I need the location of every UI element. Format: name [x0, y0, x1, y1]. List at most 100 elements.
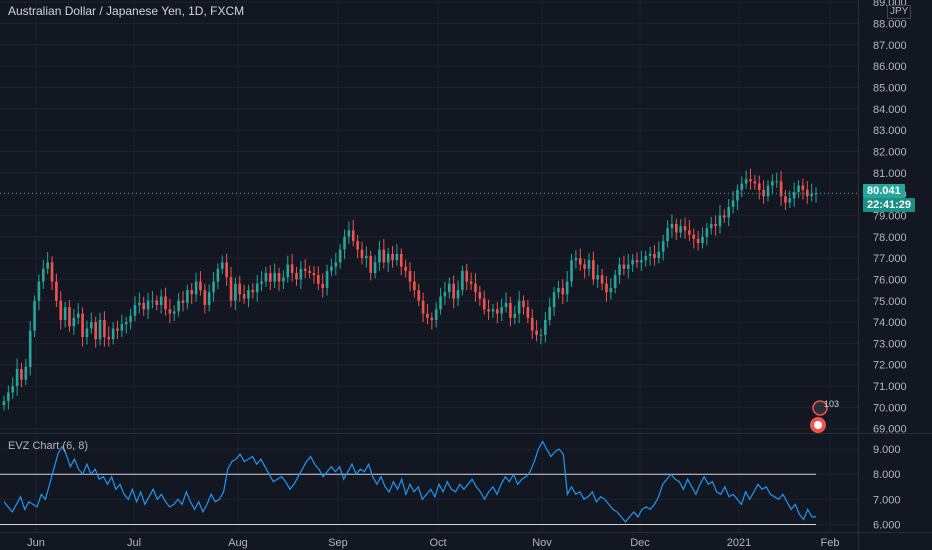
candle-body: [570, 260, 573, 282]
evz-line: [3, 440, 816, 523]
y-tick-label: 79.000: [873, 210, 907, 222]
y-tick-label: 76.000: [873, 274, 907, 286]
candle-body: [382, 249, 386, 263]
y-tick-label: 83.000: [873, 125, 907, 137]
candle-body: [63, 307, 67, 320]
candle-body: [426, 313, 429, 318]
candle-body: [797, 185, 800, 192]
candle-body: [504, 302, 508, 308]
candle-body: [395, 253, 399, 261]
candle-body: [491, 309, 495, 312]
y-tick-label: 86.000: [873, 61, 907, 73]
candle-body: [578, 258, 582, 265]
y-tick-label: 87.000: [873, 40, 907, 52]
candle-body: [55, 281, 58, 301]
evz-indicator-pane: [0, 440, 816, 525]
candle-body: [155, 300, 159, 306]
currency-label[interactable]: JPY: [887, 5, 912, 19]
candle-body: [640, 260, 643, 263]
candle-body: [391, 253, 394, 261]
candle-body: [216, 268, 220, 282]
candle-body: [46, 262, 49, 269]
candle-body: [696, 238, 700, 244]
candle-body: [740, 183, 744, 190]
x-tick-label: Feb: [821, 537, 840, 549]
candle-body: [360, 249, 364, 259]
candle-body: [146, 300, 150, 310]
candle-body: [373, 262, 377, 274]
candle-body: [103, 319, 106, 338]
candle-body: [330, 266, 333, 271]
y-tick-label: 81.000: [873, 168, 907, 180]
candle-body: [273, 273, 276, 282]
candle-body: [264, 273, 268, 282]
y-tick-label: 82.000: [873, 146, 907, 158]
candle-body: [317, 275, 320, 284]
event-marker-icon[interactable]: 103: [802, 398, 842, 438]
candle-body: [68, 307, 71, 327]
candle-body: [11, 386, 15, 393]
candle-body: [164, 296, 167, 310]
candle-body: [177, 300, 180, 312]
candle-body: [303, 268, 307, 271]
candlestick-series: [2, 168, 818, 411]
candle-body: [600, 275, 604, 284]
candle-body: [225, 262, 228, 278]
candle-body: [487, 309, 490, 312]
candle-body: [151, 300, 154, 302]
candle-body: [111, 328, 115, 340]
candle-body: [775, 181, 779, 183]
y-tick-label: 75.000: [873, 296, 907, 308]
y-tick-label: 69.000: [873, 424, 907, 436]
candle-body: [203, 290, 207, 306]
y-tick-label: 71.000: [873, 381, 907, 393]
indicator-y-tick-label: 9.000: [873, 444, 901, 456]
candle-body: [688, 230, 691, 235]
candle-body: [94, 322, 97, 340]
candle-body: [539, 334, 543, 336]
candle-body: [771, 181, 774, 186]
candle-body: [20, 369, 23, 380]
candle-body: [369, 255, 373, 274]
candle-body: [90, 322, 93, 329]
candle-body: [72, 317, 76, 327]
candle-body: [194, 281, 198, 295]
candle-body: [727, 206, 730, 218]
candle-body: [705, 228, 709, 237]
candle-body: [535, 330, 538, 335]
candle-body: [199, 281, 202, 291]
candle-body: [522, 300, 525, 308]
candle-body: [801, 185, 805, 190]
candle-body: [718, 215, 722, 227]
candle-body: [321, 283, 324, 288]
candle-body: [723, 215, 726, 218]
x-tick-label: Sep: [328, 537, 348, 549]
x-tick-label: Jul: [127, 537, 141, 549]
y-tick-label: 85.000: [873, 82, 907, 94]
candle-body: [596, 275, 600, 280]
candle-body: [670, 223, 674, 229]
event-marker-label: 103: [824, 399, 839, 409]
candle-body: [456, 290, 460, 299]
candle-body: [28, 330, 32, 367]
candle-body: [7, 392, 10, 402]
indicator-title[interactable]: EVZ Chart (6, 8): [8, 440, 89, 452]
candle-body: [434, 309, 438, 320]
candle-body: [408, 270, 412, 282]
candle-body: [81, 313, 84, 338]
candle-body: [181, 300, 185, 303]
candle-body: [133, 305, 137, 316]
candle-body: [583, 264, 586, 269]
candle-body: [666, 228, 669, 242]
candle-body: [212, 281, 215, 293]
candle-body: [220, 262, 224, 269]
candle-body: [714, 223, 717, 227]
y-tick-label: 89.000: [873, 0, 907, 9]
candle-body: [312, 273, 316, 276]
candle-body: [242, 294, 246, 299]
candle-body: [592, 260, 595, 280]
y-tick-label: 84.000: [873, 104, 907, 116]
candle-body: [622, 264, 626, 269]
